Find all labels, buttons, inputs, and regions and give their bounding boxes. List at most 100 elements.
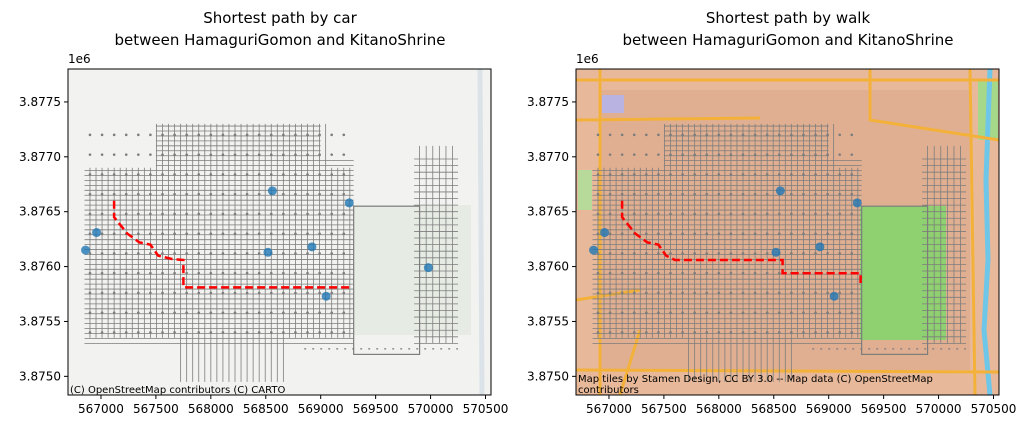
location-point <box>771 247 781 257</box>
road-node <box>596 331 600 334</box>
road-node <box>149 133 152 137</box>
road-node <box>608 173 612 176</box>
y-tick-label: 3.8770 <box>527 150 569 164</box>
road-node <box>596 291 600 295</box>
road-node <box>608 291 612 295</box>
road-node <box>669 271 672 275</box>
road-node <box>777 311 781 314</box>
road-node <box>717 153 721 156</box>
x-tick-label: 570000 <box>916 402 962 416</box>
right-axes-frame <box>575 68 1000 396</box>
road-node <box>802 133 805 137</box>
left-y-ticks: 3.8750 3.8755 3.8760 3.8765 3.8770 3.8775 <box>19 95 68 383</box>
road-node <box>753 291 757 295</box>
road-node <box>741 212 745 216</box>
road-node <box>657 252 660 255</box>
road-node <box>197 192 201 196</box>
location-point <box>829 291 839 301</box>
road-node <box>257 232 261 235</box>
road-node <box>282 291 285 295</box>
road-node <box>269 311 273 314</box>
x-tick-label: 570000 <box>408 402 454 416</box>
road-node <box>294 133 297 137</box>
road-node <box>814 192 817 196</box>
road-node <box>318 153 321 156</box>
road-node <box>790 212 793 216</box>
road-node <box>657 291 660 295</box>
x-tick-label: 568000 <box>696 402 742 416</box>
road-node <box>173 252 176 255</box>
road-node <box>149 271 152 275</box>
left-map-panel: Shortest path by car between HamaguriGom… <box>19 9 508 416</box>
road-node <box>645 291 648 295</box>
right-basemap-main-roads <box>576 69 999 395</box>
road-node <box>596 232 600 235</box>
road-node <box>777 212 781 216</box>
road-node <box>173 331 176 334</box>
road-node <box>717 271 721 275</box>
road-node <box>221 192 225 196</box>
road-node <box>245 133 249 137</box>
road-node <box>765 331 769 334</box>
road-node <box>342 311 346 314</box>
road-node <box>209 153 213 156</box>
location-point <box>589 245 599 255</box>
x-tick-label: 570500 <box>971 402 1017 416</box>
road-node <box>197 212 201 216</box>
road-node <box>802 153 805 156</box>
road-node <box>88 192 92 196</box>
road-node <box>209 331 213 334</box>
right-points <box>589 186 862 301</box>
road-node <box>100 252 104 255</box>
road-node <box>173 232 176 235</box>
y-tick-label: 3.8760 <box>527 260 569 274</box>
road-node <box>814 252 817 255</box>
road-node <box>814 331 817 334</box>
road-node <box>342 173 346 176</box>
road-node <box>717 212 721 216</box>
road-node <box>814 311 817 314</box>
road-node <box>596 133 600 137</box>
road-node <box>657 271 660 275</box>
road-node <box>306 173 309 176</box>
road-node <box>112 252 116 255</box>
road-node <box>826 192 829 196</box>
right-walk-route <box>620 200 862 283</box>
road-node <box>161 173 164 176</box>
road-node <box>717 232 721 235</box>
road-node <box>814 153 817 156</box>
road-node <box>161 311 164 314</box>
right-road-network <box>592 123 967 382</box>
road-node <box>185 252 188 255</box>
road-node <box>850 331 854 334</box>
road-node <box>221 153 225 156</box>
road-node <box>221 271 225 275</box>
road-node <box>257 291 261 295</box>
x-tick-label: 569500 <box>861 402 907 416</box>
road-node <box>645 311 648 314</box>
road-node <box>608 311 612 314</box>
road-node <box>306 291 309 295</box>
road-node <box>330 291 333 295</box>
road-node <box>729 133 733 137</box>
road-node <box>257 252 261 255</box>
road-node <box>632 311 636 314</box>
road-node <box>149 173 152 176</box>
road-node <box>632 271 636 275</box>
road-node <box>112 291 116 295</box>
road-node <box>161 252 164 255</box>
road-node <box>294 173 297 176</box>
road-node <box>657 331 660 334</box>
road-node <box>306 192 309 196</box>
left-axes-frame <box>67 68 492 396</box>
road-node <box>342 331 346 334</box>
road-node <box>850 311 854 314</box>
road-node <box>318 271 321 275</box>
road-node <box>741 252 745 255</box>
road-node <box>741 271 745 275</box>
road-node <box>112 311 116 314</box>
right-basemap-river <box>981 69 993 395</box>
road-node <box>282 232 285 235</box>
road-node <box>645 192 648 196</box>
